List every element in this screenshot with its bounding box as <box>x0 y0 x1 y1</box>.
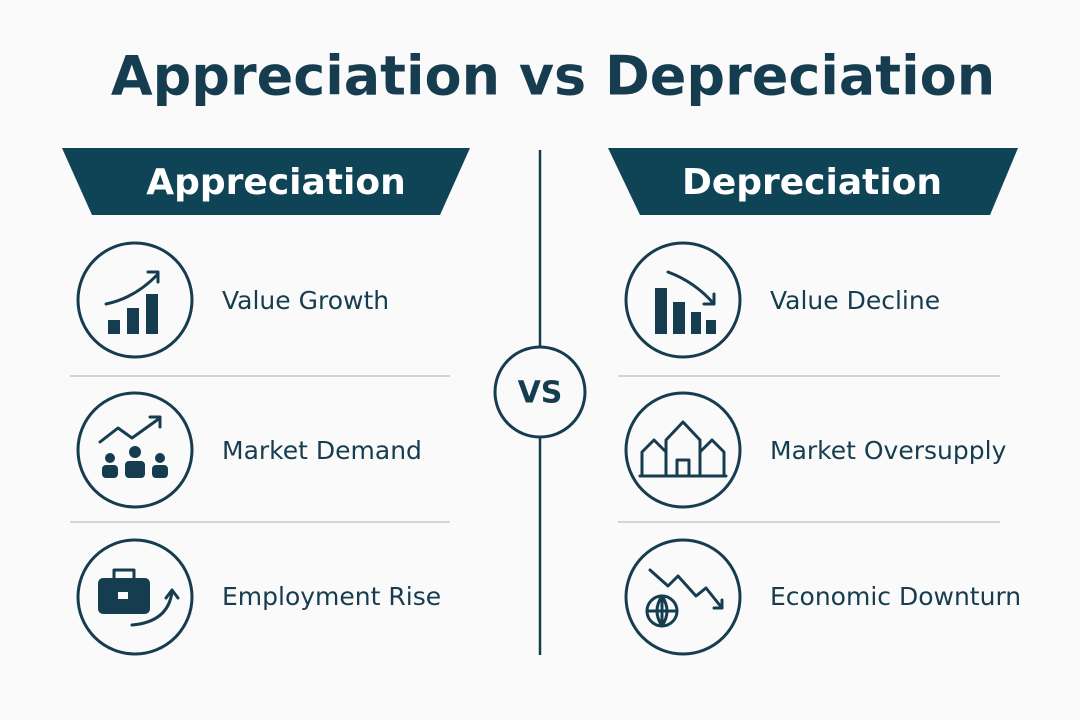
item-label: Market Oversupply <box>770 436 1007 465</box>
title: Appreciation vs Depreciation <box>111 45 995 108</box>
item-label: Value Decline <box>770 286 940 315</box>
item-label: Economic Downturn <box>770 582 1021 611</box>
item-label: Value Growth <box>222 286 389 315</box>
icon-value-decline <box>624 241 742 359</box>
icon-market-demand <box>76 391 194 509</box>
item-label: Market Demand <box>222 436 422 465</box>
icon-value-growth <box>76 241 194 359</box>
right-header: Depreciation <box>682 162 942 203</box>
item-label: Employment Rise <box>222 582 441 611</box>
vs-label: VS <box>518 376 563 411</box>
icon-economic-downturn <box>624 538 742 656</box>
left-header: Appreciation <box>146 162 405 203</box>
right-banner <box>608 148 1018 215</box>
icon-employment-rise <box>76 538 194 656</box>
vs-circle <box>493 345 587 439</box>
icon-market-oversupply <box>624 391 742 509</box>
left-banner <box>62 148 470 215</box>
